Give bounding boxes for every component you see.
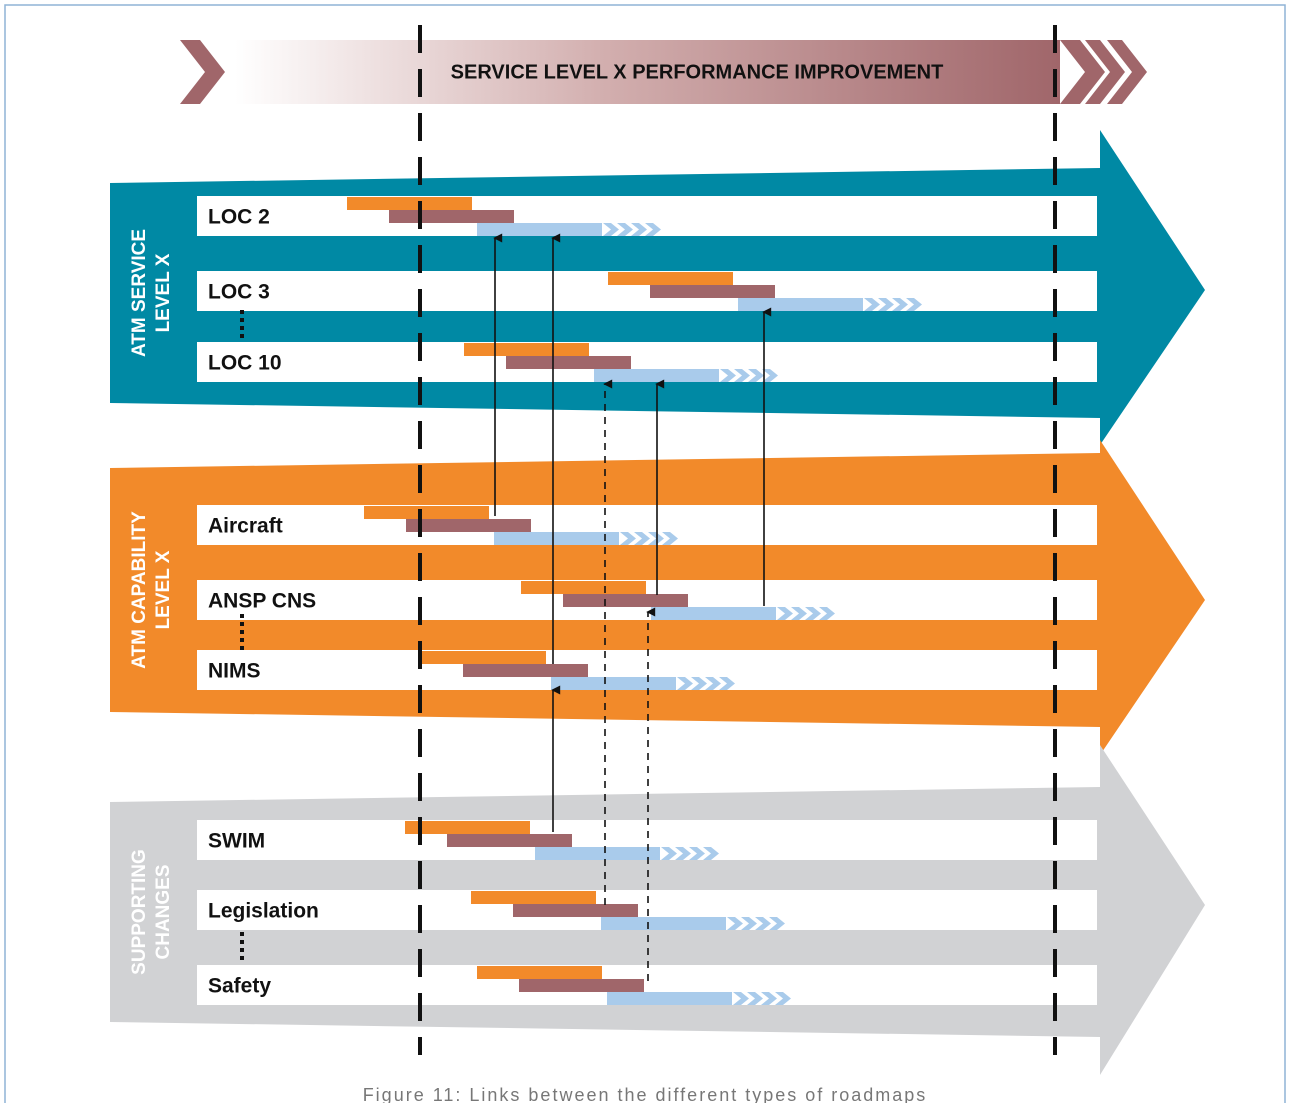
bar-blue xyxy=(494,532,619,545)
bar-blue xyxy=(594,369,719,382)
bar-blue xyxy=(607,992,732,1005)
group-label-line: LEVEL X xyxy=(153,550,174,629)
chevron xyxy=(775,992,791,1005)
row-label: Aircraft xyxy=(208,515,283,538)
bar-blue xyxy=(651,607,776,620)
row-band xyxy=(197,196,1097,236)
bar-orange xyxy=(464,343,589,356)
bar-blue xyxy=(738,298,863,311)
chevron xyxy=(755,917,771,930)
chevron xyxy=(1060,40,1105,104)
bar-orange xyxy=(477,966,602,979)
group-label: ATM SERVICE LEVEL X xyxy=(129,229,174,357)
bar-mauve xyxy=(389,210,514,223)
chevron xyxy=(906,298,922,311)
chevron xyxy=(645,223,661,236)
chevron xyxy=(733,992,749,1005)
chevron xyxy=(1085,40,1125,104)
caption: Figure 11: Links between the different t… xyxy=(363,1085,928,1103)
row-label: LOC 2 xyxy=(208,206,270,229)
row-label: LOC 3 xyxy=(208,281,270,304)
bar-mauve xyxy=(406,519,531,532)
row-label: LOC 10 xyxy=(208,352,282,375)
group-label-line: ATM CAPABILITY xyxy=(129,511,150,669)
row-label: Safety xyxy=(208,975,271,998)
bar-orange xyxy=(521,581,646,594)
chevron xyxy=(661,847,677,860)
banner-bar xyxy=(235,40,1060,104)
bar-mauve xyxy=(650,285,775,298)
bar-blue xyxy=(535,847,660,860)
group-label-line: ATM SERVICE xyxy=(129,229,150,357)
bar-mauve xyxy=(519,979,644,992)
bar-blue xyxy=(551,677,676,690)
chevron xyxy=(719,677,735,690)
row-label: NIMS xyxy=(208,660,261,683)
chevron xyxy=(675,847,691,860)
banner: SERVICE LEVEL X PERFORMANCE IMPROVEMENT xyxy=(180,40,1147,104)
links xyxy=(493,233,772,981)
chevron xyxy=(720,369,736,382)
frame xyxy=(4,4,1286,1103)
chevron xyxy=(617,223,633,236)
chevron xyxy=(734,369,750,382)
bar-orange xyxy=(608,272,733,285)
chevron xyxy=(777,607,793,620)
chevron xyxy=(703,847,719,860)
chevron xyxy=(769,917,785,930)
chevron xyxy=(748,369,764,382)
chevron xyxy=(691,677,707,690)
chevron xyxy=(648,532,664,545)
chevron xyxy=(620,532,636,545)
chevron xyxy=(705,677,721,690)
bar-mauve xyxy=(463,664,588,677)
chevron xyxy=(689,847,705,860)
chevron xyxy=(761,992,777,1005)
bar-orange xyxy=(347,197,472,210)
chevron xyxy=(727,917,743,930)
bar-mauve xyxy=(506,356,631,369)
group-label: SUPPORTING CHANGES xyxy=(129,849,174,975)
bar-orange xyxy=(471,891,596,904)
chevron xyxy=(878,298,894,311)
chevron xyxy=(747,992,763,1005)
chevron xyxy=(1107,40,1147,104)
bar-blue xyxy=(477,223,602,236)
group-label-line: CHANGES xyxy=(153,864,174,959)
bar-orange xyxy=(405,821,530,834)
chevron xyxy=(819,607,835,620)
chevron xyxy=(180,40,225,104)
chevron xyxy=(892,298,908,311)
chevron xyxy=(634,532,650,545)
bar-orange xyxy=(364,506,489,519)
chevron xyxy=(741,917,757,930)
group-label-line: SUPPORTING xyxy=(129,849,150,975)
group-label: ATM CAPABILITY LEVEL X xyxy=(129,511,174,669)
bar-mauve xyxy=(513,904,638,917)
group-label-line: LEVEL X xyxy=(153,253,174,332)
chevron xyxy=(603,223,619,236)
bar-mauve xyxy=(563,594,688,607)
banner-title: SERVICE LEVEL X PERFORMANCE IMPROVEMENT xyxy=(451,61,944,83)
bar-blue xyxy=(601,917,726,930)
row-label: SWIM xyxy=(208,830,265,853)
chevron xyxy=(662,532,678,545)
chevron xyxy=(791,607,807,620)
chevron xyxy=(677,677,693,690)
chevron xyxy=(864,298,880,311)
row-label: ANSP CNS xyxy=(208,590,316,613)
bar-mauve xyxy=(447,834,572,847)
chevron xyxy=(805,607,821,620)
chevron xyxy=(631,223,647,236)
row-label: Legislation xyxy=(208,900,319,923)
bar-orange xyxy=(421,651,546,664)
chevron xyxy=(762,369,778,382)
